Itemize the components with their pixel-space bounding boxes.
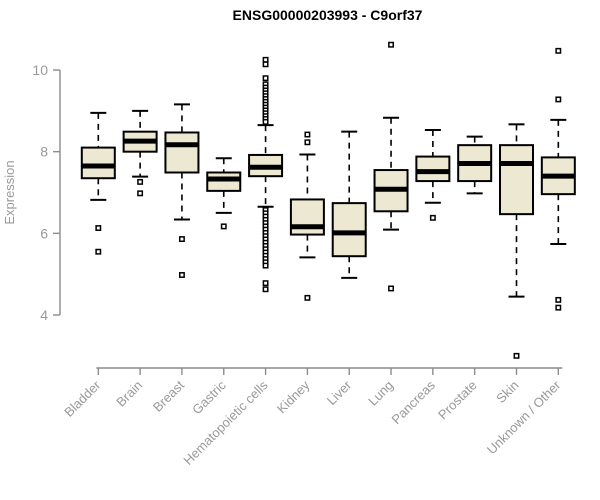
outlier-point bbox=[555, 47, 562, 54]
x-tick-label: Pancreas bbox=[389, 377, 439, 427]
x-tick-label: Kidney bbox=[274, 377, 313, 416]
outlier-point bbox=[262, 56, 269, 63]
outlier-point bbox=[137, 190, 144, 197]
outlier-point bbox=[137, 178, 144, 185]
x-tick-label: Prostate bbox=[435, 378, 480, 423]
y-tick-label: 6 bbox=[40, 225, 48, 241]
box-lung bbox=[373, 41, 409, 292]
outlier-point bbox=[262, 118, 269, 125]
x-tick-label: Lung bbox=[365, 378, 396, 409]
outlier-point bbox=[95, 225, 102, 231]
outlier-point bbox=[388, 41, 394, 48]
iqr-box bbox=[499, 144, 534, 216]
outlier-point bbox=[429, 214, 436, 221]
iqr-box bbox=[331, 202, 367, 258]
outlier-point bbox=[262, 61, 269, 68]
box-pancreas bbox=[415, 129, 451, 221]
x-tick-label: Liver bbox=[324, 377, 355, 408]
outlier-point bbox=[178, 236, 185, 243]
outlier-point bbox=[555, 304, 562, 311]
x-tick-label: Unknown / Other bbox=[484, 377, 564, 457]
outlier-point bbox=[304, 139, 311, 146]
outlier-point bbox=[220, 223, 227, 230]
iqr-box bbox=[206, 171, 242, 192]
x-tick-label: Breast bbox=[150, 377, 187, 414]
box-hematopoietic-cells bbox=[248, 56, 284, 293]
y-axis-title: Expression bbox=[2, 160, 17, 224]
outlier-point bbox=[262, 262, 269, 269]
box-breast bbox=[164, 103, 200, 278]
box-kidney bbox=[289, 131, 325, 301]
box-unknown-other bbox=[540, 47, 576, 311]
x-tick-label: Brain bbox=[113, 378, 145, 410]
outlier-point bbox=[304, 294, 311, 301]
outlier-point bbox=[262, 75, 269, 82]
y-tick-label: 8 bbox=[40, 144, 48, 160]
outlier-point bbox=[178, 272, 185, 278]
outlier-point bbox=[262, 286, 269, 293]
y-tick-label: 10 bbox=[32, 62, 48, 78]
outlier-point bbox=[513, 352, 520, 359]
box-gastric bbox=[206, 157, 242, 230]
outlier-point bbox=[555, 96, 562, 103]
x-tick-label: Bladder bbox=[61, 377, 104, 420]
iqr-box bbox=[164, 131, 200, 174]
box-skin bbox=[499, 123, 534, 359]
outlier-point bbox=[555, 296, 562, 303]
x-tick-label: Skin bbox=[493, 378, 521, 406]
outlier-point bbox=[304, 131, 311, 138]
iqr-box bbox=[415, 155, 451, 183]
box-brain bbox=[122, 109, 158, 197]
outlier-point bbox=[388, 285, 394, 292]
box-liver bbox=[331, 130, 367, 279]
y-tick-label: 4 bbox=[40, 307, 48, 323]
outlier-point bbox=[95, 248, 102, 255]
y-axis: 4 6 8 10 Expression bbox=[2, 62, 61, 323]
x-tick-label: Gastric bbox=[189, 377, 229, 417]
outlier-point bbox=[262, 280, 269, 287]
iqr-box bbox=[80, 146, 116, 180]
box-prostate bbox=[457, 135, 493, 195]
box-bladder bbox=[80, 111, 116, 255]
chart-title: ENSG00000203993 - C9orf37 bbox=[232, 7, 423, 23]
